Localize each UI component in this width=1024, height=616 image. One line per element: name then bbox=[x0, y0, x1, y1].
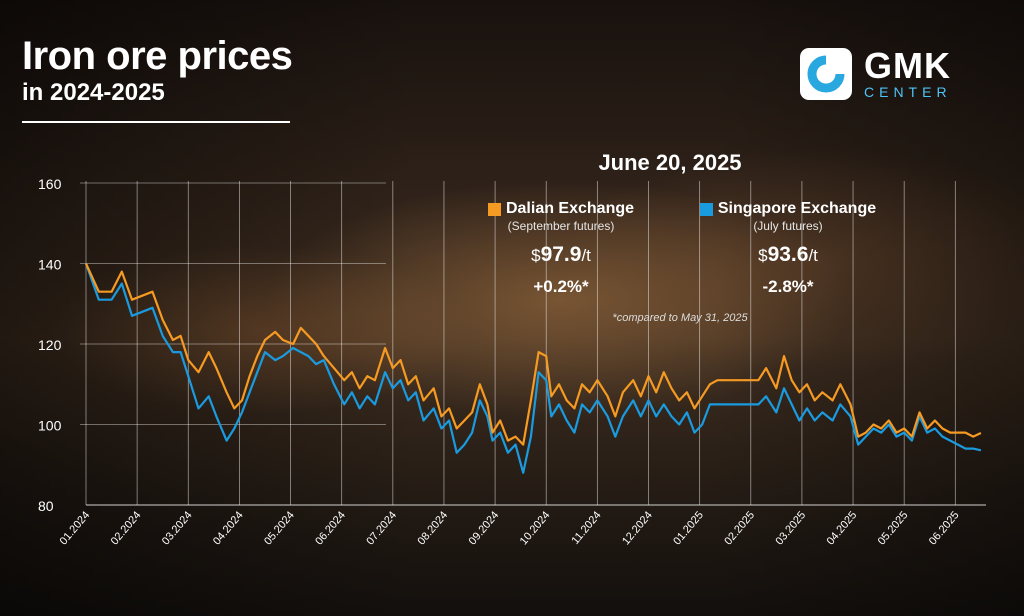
x-tick-label: 07.2024 bbox=[364, 509, 399, 547]
dalian-legend-swatch bbox=[487, 202, 501, 216]
x-tick-label: 06.2024 bbox=[313, 509, 348, 547]
title-underline bbox=[22, 121, 290, 123]
series-line-dalian-exchange bbox=[84, 263, 982, 446]
gmk-ring-icon bbox=[800, 48, 852, 100]
x-tick-label: 10.2024 bbox=[518, 509, 553, 547]
title-block: Iron ore prices in 2024-2025 bbox=[22, 34, 293, 108]
x-tick-label: 04.2024 bbox=[211, 509, 246, 547]
singapore-note: (July futures) bbox=[753, 219, 823, 233]
y-tick-label: 100 bbox=[38, 418, 62, 434]
dalian-price: $97.9/t bbox=[531, 243, 591, 266]
x-tick-label: 03.2025 bbox=[773, 509, 808, 547]
x-tick-label: 04.2025 bbox=[825, 509, 860, 547]
x-tick-label: 05.2024 bbox=[262, 509, 297, 547]
x-tick-label: 02.2025 bbox=[722, 509, 757, 547]
singapore-change: -2.8%* bbox=[762, 277, 814, 296]
dalian-note: (September futures) bbox=[507, 219, 615, 233]
logo-tagline: CENTER bbox=[864, 84, 952, 100]
x-tick-label: 12.2024 bbox=[620, 509, 655, 547]
y-tick-label: 120 bbox=[38, 337, 62, 353]
x-tick-label: 08.2024 bbox=[415, 509, 450, 547]
x-tick-label: 01.2024 bbox=[58, 509, 93, 547]
footnote: *compared to May 31, 2025 bbox=[612, 312, 748, 324]
y-tick-label: 80 bbox=[38, 498, 54, 514]
singapore-panel: Singapore Exchange (July futures) $93.6/… bbox=[676, 200, 900, 297]
x-tick-label: 11.2024 bbox=[569, 509, 603, 547]
singapore-name: Singapore Exchange bbox=[717, 200, 877, 217]
x-tick-label: 06.2025 bbox=[927, 509, 962, 547]
y-tick-label: 140 bbox=[38, 257, 62, 273]
dalian-change: +0.2%* bbox=[533, 277, 589, 296]
x-tick-label: 02.2024 bbox=[109, 509, 144, 547]
singapore-price: $93.6/t bbox=[758, 243, 818, 266]
logo-name: GMK bbox=[864, 45, 951, 86]
series-line-singapore-exchange bbox=[84, 263, 982, 474]
page-title: Iron ore prices bbox=[22, 34, 293, 78]
x-tick-label: 03.2024 bbox=[160, 509, 195, 547]
x-tick-label: 09.2024 bbox=[467, 509, 502, 547]
dalian-name: Dalian Exchange bbox=[505, 200, 635, 217]
price-date: June 20, 2025 bbox=[598, 150, 742, 175]
dalian-panel: Dalian Exchange (September futures) $97.… bbox=[466, 200, 656, 297]
singapore-legend-swatch bbox=[699, 202, 713, 216]
y-tick-label: 160 bbox=[38, 176, 62, 192]
x-tick-label: 05.2025 bbox=[876, 509, 911, 547]
page-subtitle: in 2024-2025 bbox=[22, 79, 165, 106]
gmk-logo: GMK CENTER bbox=[800, 48, 952, 100]
x-tick-label: 01.2025 bbox=[671, 509, 706, 547]
